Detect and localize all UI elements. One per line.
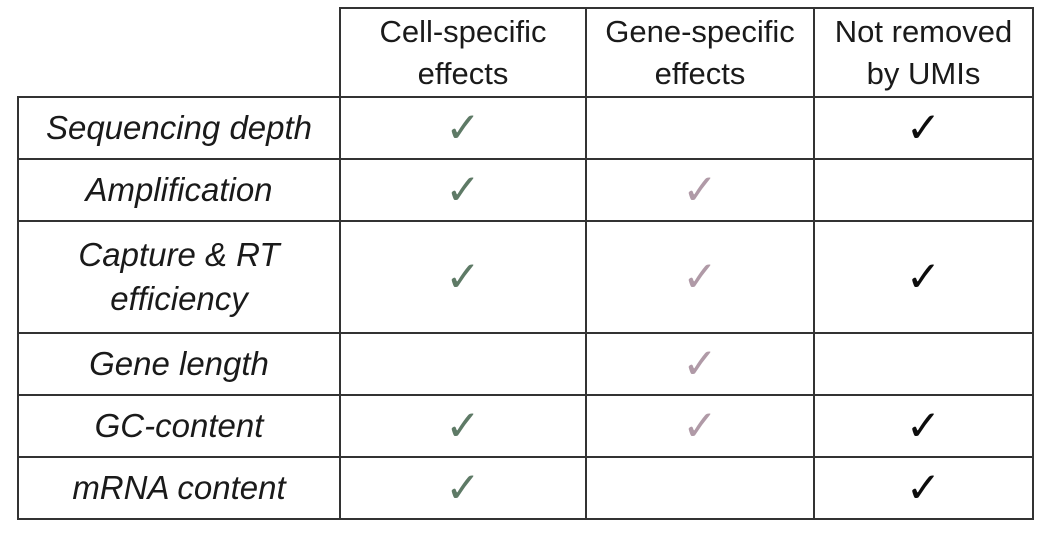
gene-specific-cell: ✓ — [585, 158, 815, 222]
row-label-cell: GC-content — [17, 394, 341, 458]
check-icon: ✓ — [682, 252, 718, 301]
check-icon: ✓ — [682, 401, 718, 450]
check-icon: ✓ — [682, 165, 718, 214]
row-label: Sequencing depth — [45, 109, 313, 146]
header-not-removed-line2: by UMIs — [866, 55, 981, 91]
cell-specific-cell: ✓ — [339, 220, 587, 334]
cell-specific-cell: ✓ — [339, 96, 587, 160]
not-removed-cell — [813, 158, 1034, 222]
table-row: mRNA content ✓ ✓ — [17, 456, 1034, 520]
header-gene-specific: Gene-specific effects — [585, 7, 815, 98]
row-label-cell: Gene length — [17, 332, 341, 396]
table-row: Gene length ✓ — [17, 332, 1034, 396]
row-label: Gene length — [89, 345, 269, 382]
table-row: GC-content ✓ ✓ ✓ — [17, 394, 1034, 458]
check-icon: ✓ — [445, 463, 481, 512]
cell-specific-cell: ✓ — [339, 456, 587, 520]
gene-specific-cell — [585, 96, 815, 160]
not-removed-cell: ✓ — [813, 220, 1034, 334]
table-row: Sequencing depth ✓ ✓ — [17, 96, 1034, 160]
row-label-line2: efficiency — [110, 280, 248, 317]
header-gene-specific-line1: Gene-specific — [605, 13, 795, 49]
not-removed-cell: ✓ — [813, 96, 1034, 160]
row-label-cell: Capture & RT efficiency — [17, 220, 341, 334]
check-icon: ✓ — [445, 401, 481, 450]
check-icon: ✓ — [445, 165, 481, 214]
gene-specific-cell: ✓ — [585, 332, 815, 396]
table-row: Capture & RT efficiency ✓ ✓ ✓ — [17, 220, 1034, 334]
not-removed-cell: ✓ — [813, 394, 1034, 458]
row-label: GC-content — [94, 407, 264, 444]
header-row: Cell-specific effects Gene-specific effe… — [18, 7, 1034, 98]
table-row: Amplification ✓ ✓ — [17, 158, 1034, 222]
gene-specific-cell: ✓ — [585, 220, 815, 334]
cell-specific-cell: ✓ — [339, 158, 587, 222]
row-label: mRNA content — [72, 469, 286, 506]
check-icon: ✓ — [905, 103, 942, 152]
header-gene-specific-line2: effects — [654, 55, 746, 91]
header-not-removed-by-umis: Not removed by UMIs — [813, 7, 1034, 98]
row-label-cell: mRNA content — [17, 456, 341, 520]
row-label-cell: Amplification — [17, 158, 341, 222]
cell-specific-cell — [339, 332, 587, 396]
row-label-line1: Capture & RT — [78, 236, 280, 273]
check-icon: ✓ — [905, 401, 942, 450]
check-icon: ✓ — [682, 339, 718, 388]
not-removed-cell — [813, 332, 1034, 396]
check-icon: ✓ — [445, 252, 481, 301]
gene-specific-cell: ✓ — [585, 394, 815, 458]
header-cell-specific-line2: effects — [417, 55, 509, 91]
effects-table: Cell-specific effects Gene-specific effe… — [17, 7, 1034, 520]
corner-cell — [18, 8, 341, 98]
header-cell-specific: Cell-specific effects — [339, 7, 587, 98]
gene-specific-cell — [585, 456, 815, 520]
not-removed-cell: ✓ — [813, 456, 1034, 520]
check-icon: ✓ — [445, 103, 481, 152]
check-icon: ✓ — [905, 463, 942, 512]
header-cell-specific-line1: Cell-specific — [379, 13, 547, 49]
row-label-cell: Sequencing depth — [17, 96, 341, 160]
row-label: Amplification — [85, 171, 273, 208]
header-not-removed-line1: Not removed — [834, 13, 1013, 49]
check-icon: ✓ — [905, 252, 942, 301]
cell-specific-cell: ✓ — [339, 394, 587, 458]
